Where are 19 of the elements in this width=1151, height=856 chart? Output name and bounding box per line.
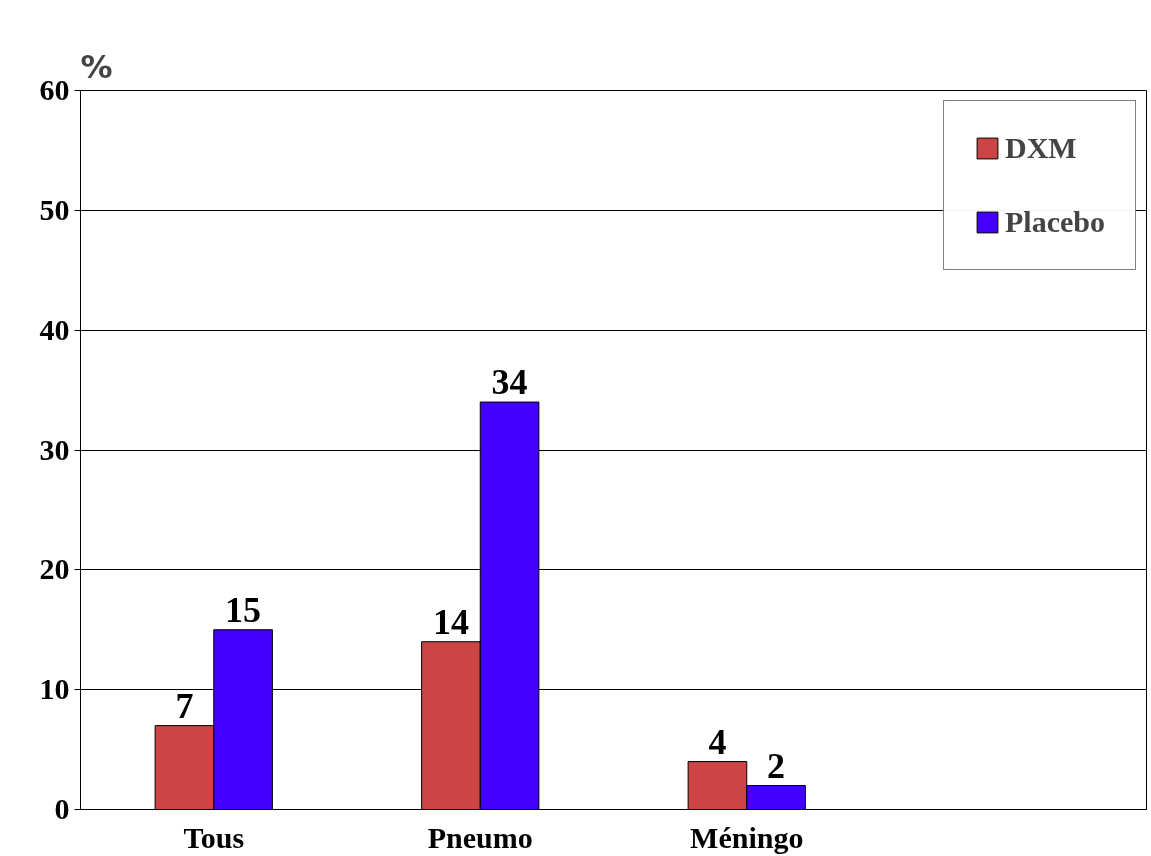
data-label: 34 <box>491 362 528 403</box>
data-label: 2 <box>767 745 786 786</box>
y-tick-label: 10 <box>39 672 70 706</box>
y-tick-label: 0 <box>54 792 70 825</box>
y-tick-label: 20 <box>39 552 70 586</box>
x-tick-label: Pneumo <box>427 820 533 854</box>
x-tick-label: Tous <box>183 820 245 854</box>
y-tick-label: 40 <box>39 312 70 346</box>
y-tick-label: 60 <box>39 73 70 106</box>
legend-label: Placebo <box>1005 205 1105 239</box>
x-tick-label: Méningo <box>690 820 804 854</box>
data-label: 7 <box>175 685 194 726</box>
legend-label: DXM <box>1005 131 1077 165</box>
y-axis-title: % <box>80 47 113 86</box>
data-label: 15 <box>225 589 262 630</box>
data-label: 4 <box>708 721 727 762</box>
data-label: 14 <box>432 601 469 642</box>
y-tick-label: 50 <box>39 192 70 226</box>
y-tick-label: 30 <box>39 432 70 466</box>
